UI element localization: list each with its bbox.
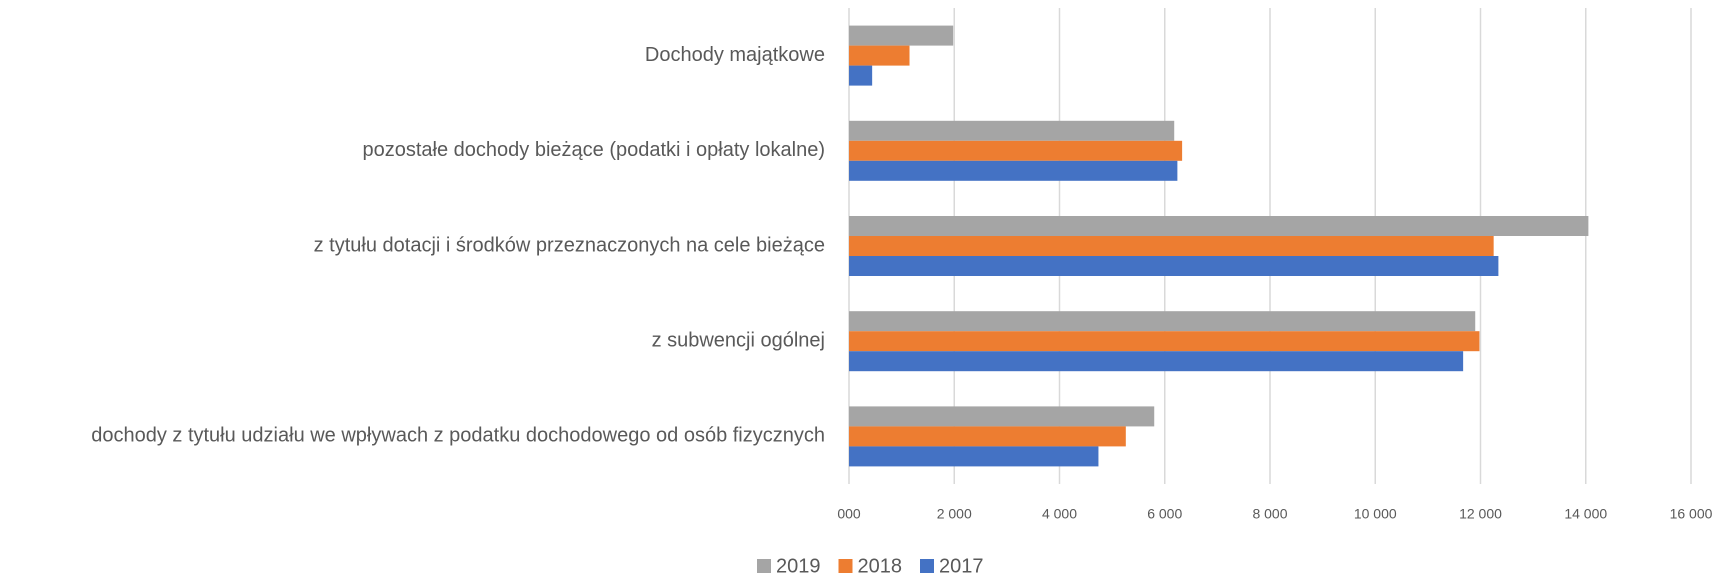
bar: [849, 45, 910, 66]
bar: [849, 351, 1464, 372]
x-tick-label: 2 000: [937, 506, 972, 522]
bar: [849, 406, 1155, 427]
bar: [849, 216, 1589, 236]
bar: [849, 236, 1494, 256]
x-tick-label: 4 000: [1042, 506, 1077, 522]
bar: [849, 120, 1175, 141]
bar: [849, 311, 1476, 332]
bar: [849, 65, 873, 86]
x-tick-label: 8 000: [1252, 506, 1287, 522]
y-tick-label: z tytułu dotacji i środków przeznaczonyc…: [314, 234, 825, 256]
y-tick-label: Dochody majątkowe: [645, 44, 825, 66]
y-tick-label: z subwencji ogólnej: [652, 329, 825, 351]
bar: [849, 25, 954, 46]
y-tick-label: pozostałe dochody bieżące (podatki i opł…: [362, 139, 825, 161]
legend-swatch: [838, 559, 853, 573]
bar: [849, 140, 1183, 161]
bar: [849, 426, 1126, 447]
bar: [849, 446, 1099, 467]
bar: [849, 256, 1499, 276]
legend-swatch: [757, 559, 771, 573]
legend-swatch: [920, 559, 934, 573]
bar: [849, 331, 1480, 352]
x-tick-label: 14 000: [1564, 506, 1607, 522]
legend-label: 2019: [776, 555, 821, 577]
x-tick-label: 10 000: [1354, 506, 1397, 522]
x-tick-label: 16 000: [1670, 506, 1713, 522]
x-tick-label: 12 000: [1459, 506, 1502, 522]
legend-label: 2018: [858, 555, 903, 577]
x-tick-label: 6 000: [1147, 506, 1182, 522]
legend-label: 2017: [939, 555, 984, 577]
y-tick-label: dochody z tytułu udziału we wpływach z p…: [91, 425, 825, 447]
x-tick-label: 000: [837, 506, 861, 522]
bar: [849, 160, 1178, 181]
